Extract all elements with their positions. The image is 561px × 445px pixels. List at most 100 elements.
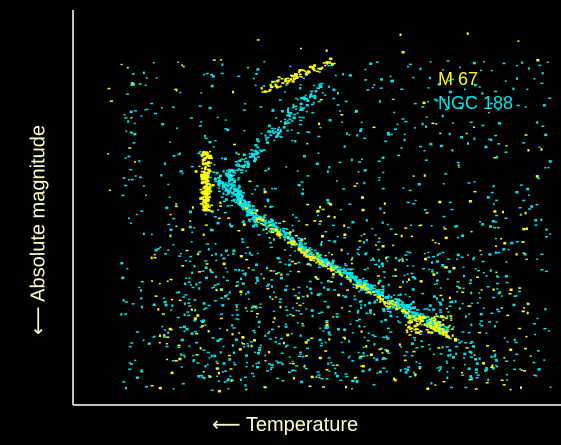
star-point [409,304,412,306]
star-point [218,177,221,180]
star-point [462,266,465,268]
star-point [428,322,432,325]
star-point [376,275,380,277]
star-point [280,337,283,340]
star-point [365,345,368,348]
star-point [436,367,439,369]
star-point [263,224,267,226]
star-point [430,382,433,385]
star-point [234,161,238,163]
star-point [415,312,418,314]
star-point [199,326,203,328]
star-point [249,341,253,343]
star-point [404,293,407,296]
star-point [314,255,318,257]
star-point [328,262,332,265]
star-point [377,241,381,243]
star-point [256,68,260,71]
star-point [383,212,386,214]
star-point [464,315,467,318]
star-point [346,278,350,280]
star-point [214,140,217,142]
star-point [381,291,385,293]
star-point [318,356,322,360]
star-point [240,293,242,296]
star-point [316,209,320,213]
star-point [130,117,133,119]
star-point [287,107,290,109]
star-point [169,213,172,216]
star-point [379,87,383,89]
star-point [374,234,377,236]
star-point [480,289,483,291]
star-point [205,201,207,204]
star-point [269,270,273,272]
star-point [343,269,347,271]
star-point [406,306,410,308]
star-point [421,106,425,108]
star-point [178,299,182,302]
star-point [272,222,276,225]
star-point [437,242,440,245]
star-point [291,74,295,78]
star-point [412,307,415,309]
star-point [505,374,508,376]
star-point [493,226,497,229]
star-point [255,159,258,161]
star-point [346,272,350,275]
star-point [217,177,221,179]
star-point [438,323,442,325]
star-point [441,346,444,349]
star-point [306,131,310,133]
star-point [343,233,347,236]
star-point [492,288,495,291]
star-point [456,236,459,239]
star-point [390,133,393,136]
star-point [205,179,208,181]
star-point [158,386,162,390]
star-point [216,375,219,377]
star-point [297,237,301,239]
star-point [161,122,165,126]
star-point [488,138,492,141]
star-point [221,304,225,307]
star-point [266,141,269,144]
star-point [438,370,441,372]
star-point [227,193,230,195]
star-point [246,342,249,345]
star-point [238,164,241,166]
star-point [258,306,262,309]
star-point [418,315,422,317]
star-point [454,339,458,342]
star-point [236,194,240,196]
star-point [273,223,276,227]
star-point [373,343,376,346]
star-point [437,323,440,325]
star-point [519,368,522,370]
star-point [450,328,454,330]
star-point [324,326,328,330]
star-point [411,288,415,291]
star-point [263,386,267,389]
star-point [385,302,388,304]
star-point [385,335,388,338]
star-point [120,313,123,316]
star-point [291,224,294,227]
star-point [301,355,305,358]
star-point [546,61,549,64]
star-point [268,224,272,226]
star-point [329,64,333,67]
star-point [545,270,549,273]
star-point [299,109,302,111]
star-point [391,302,395,304]
star-point [210,73,213,76]
star-point [210,389,214,391]
star-point [538,64,542,67]
star-point [190,165,194,168]
star-point [228,173,232,175]
star-point [236,314,240,316]
star-point [138,176,142,179]
star-point [246,213,249,215]
star-point [209,268,212,271]
star-point [178,291,181,293]
